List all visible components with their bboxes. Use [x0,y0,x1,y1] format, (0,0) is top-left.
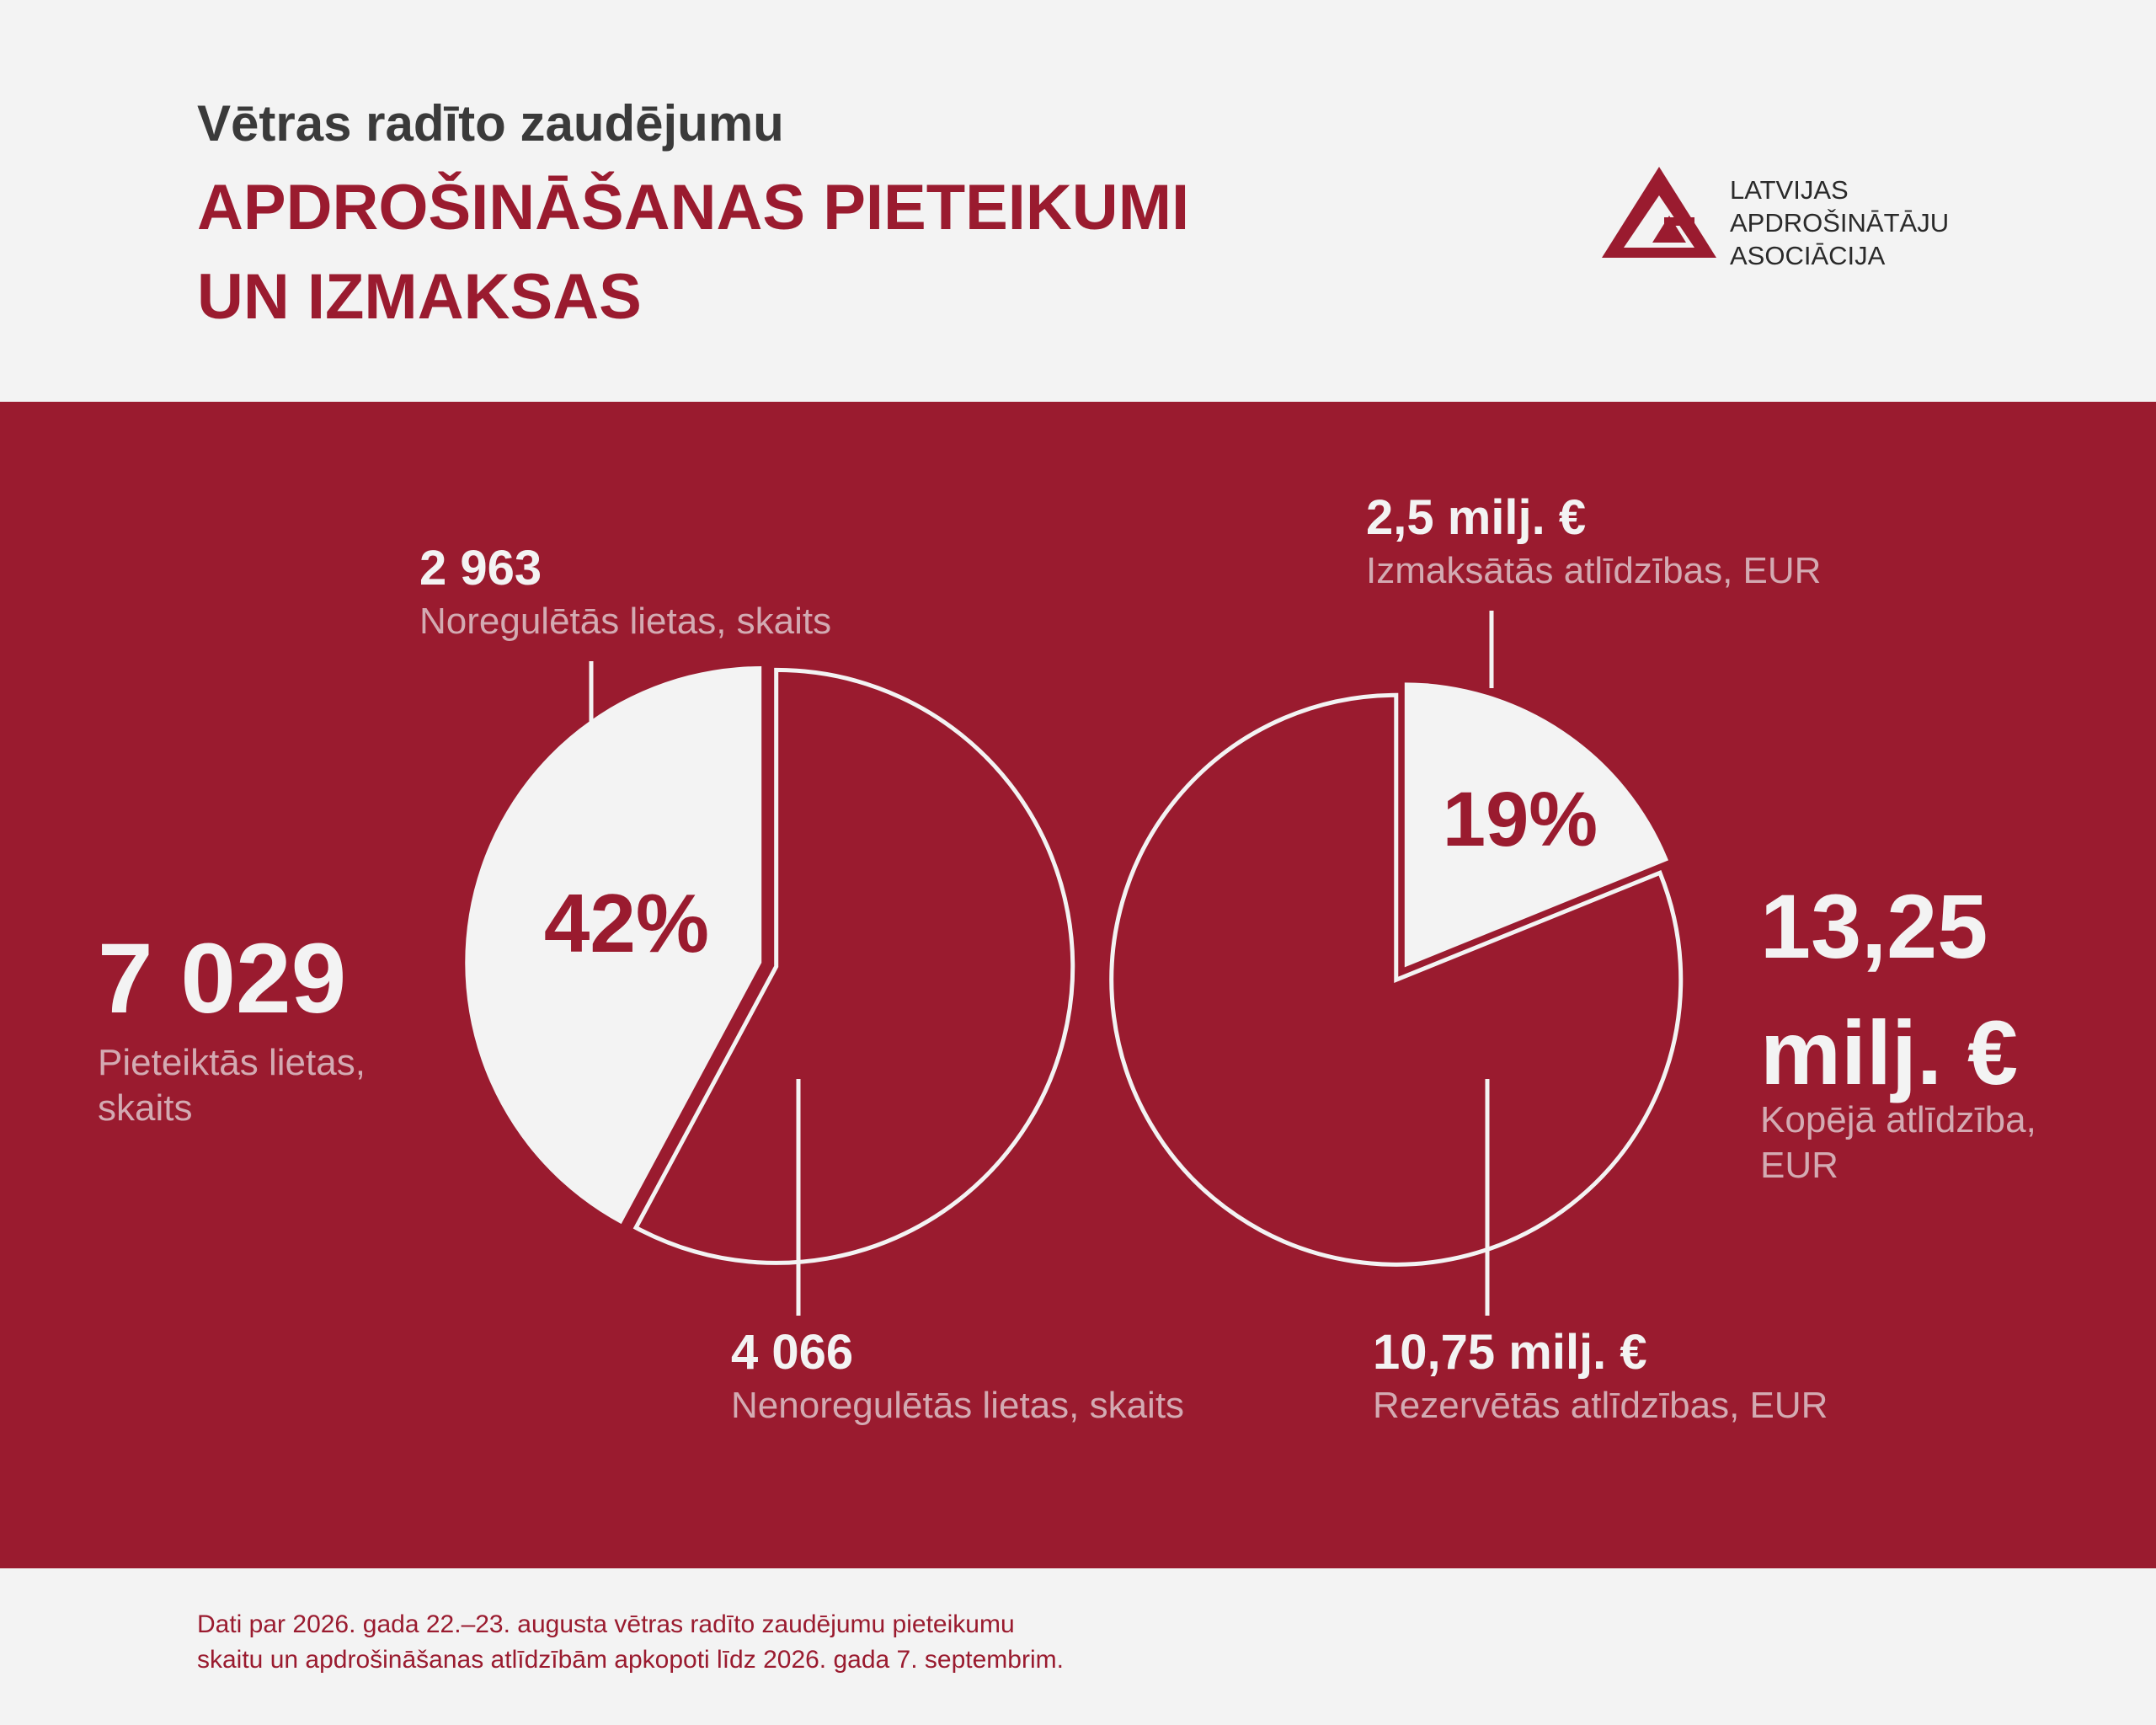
footer-line-1: Dati par 2026. gada 22.–23. augusta vētr… [197,1610,1015,1638]
right-top-value: 2,5 milj. € [1366,490,1587,545]
left-total-label-line-2: skaits [98,1087,193,1129]
page-subtitle: Vētras radīto zaudējumu [197,95,784,152]
title-line-1: APDROŠINĀŠANAS PIETEIKUMI [197,172,1190,243]
footer-note: Dati par 2026. gada 22.–23. augusta vētr… [197,1607,1064,1678]
left-pie-unsettled-slice [632,667,1075,1265]
association-logo-icon [1602,167,1716,258]
right-bottom-label: Rezervētās atlīdzības, EUR [1373,1385,1828,1426]
logo-line-3: ASOCIĀCIJA [1730,241,1886,270]
left-pie-percent-label: 42% [544,877,709,969]
page-title: APDROŠINĀŠANAS PIETEIKUMI UN IZMAKSAS [197,163,1189,342]
left-top-value: 2 963 [419,541,542,595]
title-line-2: UN IZMAKSAS [197,261,642,333]
left-top-label: Noregulētās lietas, skaits [419,601,832,642]
chart-panel: 42% 19% 7 029 Pieteiktās lietas, skaits … [0,402,2156,1568]
right-pie-paid-slice [1404,682,1668,968]
right-pie-reserved-slice [1109,692,1684,1267]
right-total-value-line-1: 13,25 [1760,875,1988,977]
left-total-label-line-1: Pieteiktās lietas, [98,1042,366,1083]
left-bottom-value: 4 066 [731,1325,854,1380]
pie-charts: 42% 19% [465,611,1684,1316]
left-pie-settled-slice [465,666,762,1225]
right-pie-percent-label: 19% [1443,777,1598,862]
right-total-label-line-1: Kopējā atlīdzība, [1760,1099,2036,1140]
logo-line-1: LATVIJAS [1730,175,1849,205]
right-top-label: Izmaksātās atlīdzības, EUR [1366,550,1822,591]
footer-line-2: skaitu un apdrošināšanas atlīdzībām apko… [197,1646,1064,1674]
right-bottom-value: 10,75 milj. € [1373,1325,1647,1380]
right-total-value: 13,25 milj. € [1760,863,2018,1116]
right-total-value-line-2: milj. € [1760,1001,2019,1103]
right-total-label: Kopējā atlīdzība, EUR [1760,1097,2036,1188]
left-total-label: Pieteiktās lietas, skaits [98,1040,366,1131]
logo-text: LATVIJAS APDROŠINĀTĀJU ASOCIĀCIJA [1730,174,1949,272]
left-bottom-label: Nenoregulētās lietas, skaits [731,1385,1185,1426]
left-total-value: 7 029 [98,923,347,1034]
right-total-label-line-2: EUR [1760,1145,1838,1186]
logo-line-2: APDROŠINĀTĀJU [1730,208,1950,238]
